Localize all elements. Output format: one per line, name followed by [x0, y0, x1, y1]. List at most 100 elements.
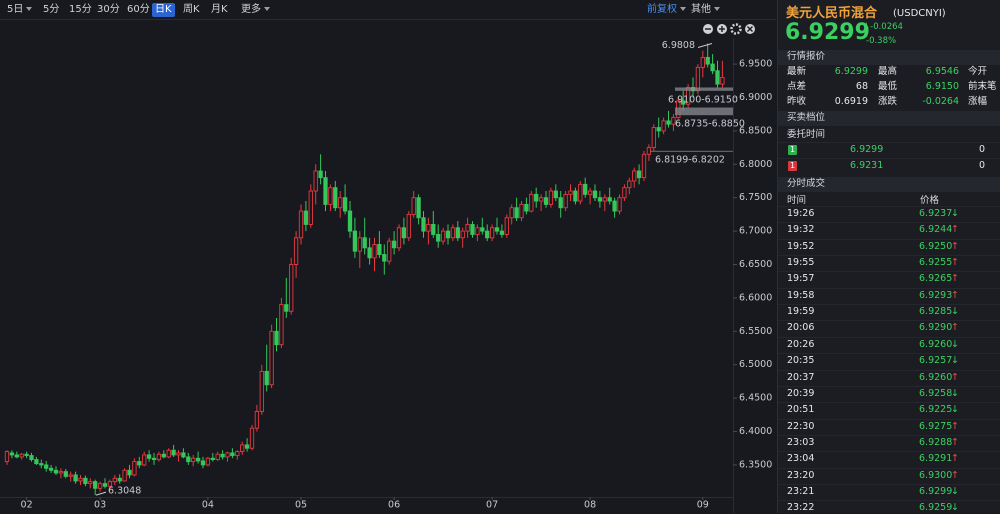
period-tab[interactable]: 更多 [238, 3, 273, 17]
row-separator [778, 320, 1000, 322]
candle-body [622, 187, 627, 199]
quote-cell: 最高 [878, 66, 898, 77]
period-tab[interactable]: 日K [152, 3, 175, 17]
candle [240, 441, 245, 455]
candle-body [485, 230, 490, 239]
tool-icons[interactable] [703, 23, 755, 35]
candle [362, 217, 367, 255]
candle-body [53, 469, 59, 474]
candle [352, 217, 358, 258]
icon-glyph [721, 26, 723, 32]
candle-body [112, 477, 117, 483]
candle-body [436, 233, 441, 242]
trade-time: 19:59 [787, 306, 815, 318]
y-tick-label: 6.6000 [739, 292, 772, 303]
trade-time: 23:04 [787, 453, 815, 465]
candle [489, 224, 495, 242]
candle-body [519, 203, 524, 219]
period-tab[interactable]: 60分 [127, 4, 150, 15]
period-tab[interactable]: 5分 [43, 4, 60, 15]
candle [93, 479, 98, 496]
candle [73, 471, 78, 484]
candle-body [347, 210, 353, 232]
trade-price: 6.9225 [919, 404, 953, 416]
candle-body [215, 453, 220, 461]
icon-settings[interactable] [730, 23, 742, 35]
row-separator [778, 385, 1000, 387]
candle [401, 217, 407, 245]
candle [244, 438, 250, 452]
caret [680, 7, 686, 11]
trade-price: 6.9255 [919, 257, 953, 269]
candle-body [220, 453, 225, 458]
caret [714, 7, 720, 11]
x-tick-label: 04 [202, 500, 214, 511]
period-tab[interactable]: 15分 [69, 4, 92, 15]
trade-price: 6.9244 [919, 224, 953, 236]
period-tab[interactable]: 5日 [4, 3, 35, 17]
period-tab[interactable]: 30分 [97, 4, 120, 15]
candle-body [489, 227, 495, 239]
gap-band [675, 107, 733, 116]
candle-body [612, 200, 617, 212]
candle-body [367, 247, 372, 259]
candle [460, 227, 465, 248]
price-change: ↓-0.0264 [863, 22, 903, 32]
candle [387, 237, 392, 265]
candle [470, 221, 475, 238]
candle-body [298, 210, 304, 239]
quote-panel: 美元人民币混合 (USDCNYI) 6.9299 ↓-0.0264 -0.38% 行情报价… [777, 0, 1000, 513]
candle-body [4, 451, 10, 463]
candle [543, 191, 549, 208]
candle-body [284, 304, 289, 312]
trade-price: 6.9300 [919, 469, 953, 481]
candle-body [396, 227, 402, 249]
trade-time: 20:39 [787, 387, 815, 399]
x-tick-label: 07 [486, 500, 498, 511]
row-separator [778, 255, 1000, 257]
candle [151, 452, 157, 465]
quote-cell: 今开 [968, 66, 988, 77]
candle-body [509, 207, 514, 219]
annotation-marker [95, 491, 107, 496]
candle [534, 187, 539, 208]
candle [426, 217, 431, 245]
candle [78, 474, 83, 485]
trade-price: 6.9265 [919, 273, 953, 285]
trade-price: 6.9285 [919, 306, 953, 318]
candle [264, 344, 269, 392]
candle-body [191, 457, 196, 463]
candle [622, 184, 627, 202]
candle-body [431, 223, 436, 235]
candle [235, 450, 240, 460]
y-tick-label: 6.4500 [739, 393, 772, 404]
candle [24, 451, 29, 459]
candle [318, 154, 323, 185]
period-tab[interactable]: 周K [183, 4, 200, 15]
candle-body [29, 455, 34, 461]
candle [617, 194, 622, 215]
candle-body [587, 190, 593, 195]
candle [132, 458, 137, 477]
candle-body [63, 471, 68, 477]
adjust-menu[interactable]: 前复权 [644, 3, 689, 17]
quote-cell: 前末笔 [968, 81, 997, 92]
candle [607, 187, 612, 205]
candle [411, 191, 416, 218]
candle [592, 184, 598, 202]
trade-time: 19:26 [787, 208, 815, 219]
period-tab[interactable]: 月K [211, 4, 228, 15]
other-menu[interactable]: 其他 [688, 3, 723, 17]
candle-body [681, 100, 686, 105]
candle [480, 217, 485, 235]
candle [553, 184, 558, 202]
candle [137, 456, 142, 469]
row-separator [778, 353, 1000, 355]
candle-body [97, 483, 103, 489]
candle [166, 448, 171, 459]
y-tick-label: 6.5500 [739, 326, 772, 337]
candle [656, 117, 661, 138]
candle-body [264, 370, 269, 386]
candle-body [470, 223, 475, 235]
trade-direction: ↓ [951, 208, 959, 219]
